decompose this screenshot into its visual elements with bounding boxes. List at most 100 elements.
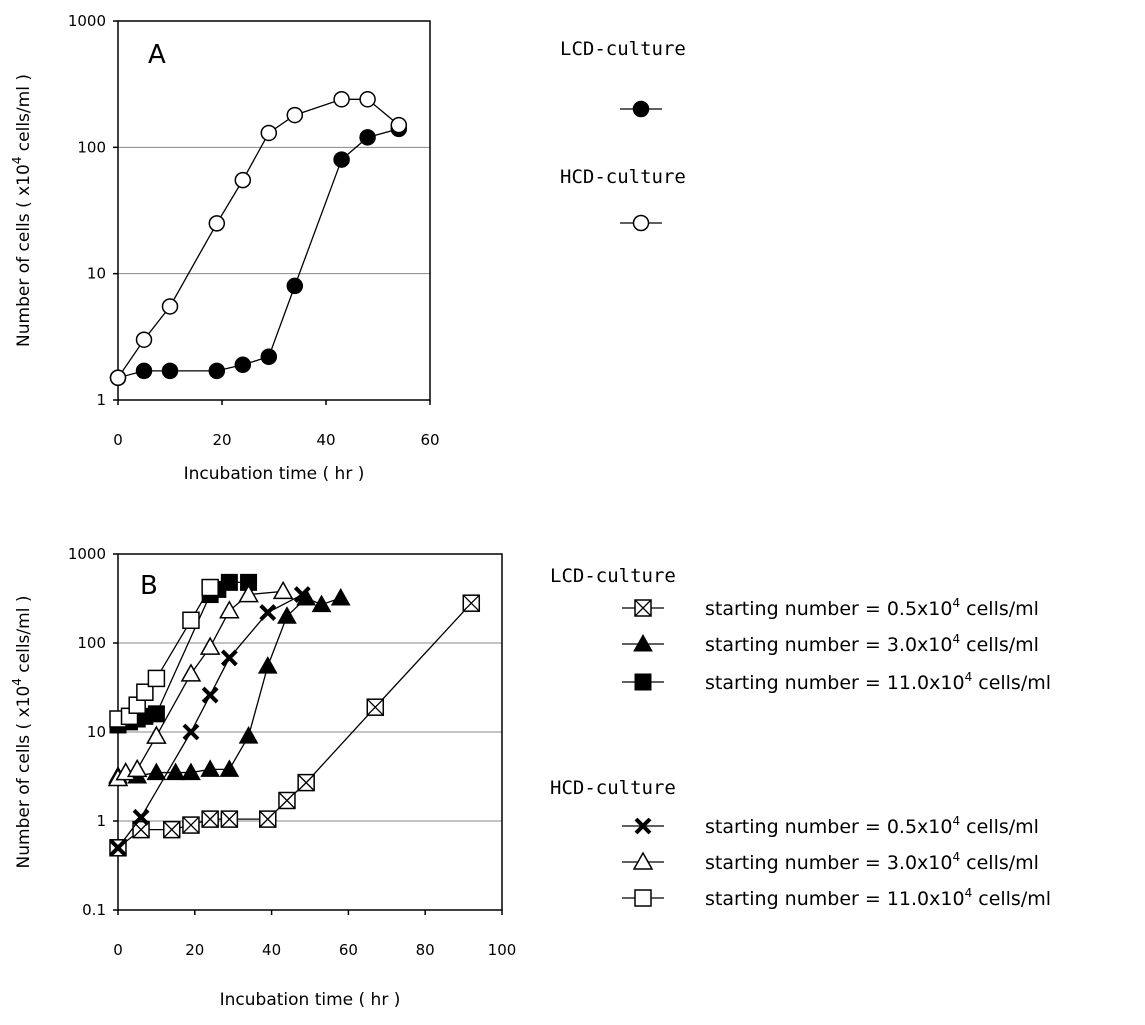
chart-panel-a: 1 10 100 1000 0 20 40 60 Incubation time ( hr ) N… — [10, 12, 686, 484]
y-tick-label: 1000 — [68, 12, 106, 30]
x-tick-label: 20 — [185, 941, 204, 959]
legend-entry: starting number = 11.0x104 cells/ml — [622, 670, 1051, 694]
legend-label: starting number = 0.5x104 cells/ml — [705, 814, 1039, 838]
y-tick-label: 1 — [96, 812, 106, 830]
data-point — [257, 656, 278, 674]
series-5 — [109, 578, 219, 728]
data-point — [278, 791, 296, 810]
legend: LCD-culture HCD-culture — [560, 38, 686, 232]
data-point — [277, 606, 297, 624]
legend-marker — [633, 633, 653, 652]
legend-marker — [632, 851, 654, 870]
data-point — [147, 669, 166, 688]
data-point — [182, 723, 200, 741]
x-tick-label: 60 — [420, 431, 439, 449]
data-point — [182, 611, 200, 630]
data-point — [333, 151, 350, 168]
y-tick-label: 100 — [77, 138, 106, 156]
data-point — [297, 773, 315, 792]
legend-marker — [634, 599, 652, 617]
data-point — [333, 91, 350, 108]
series-line — [117, 602, 472, 849]
data-point — [220, 573, 238, 591]
data-point — [182, 816, 200, 834]
data-point — [220, 649, 238, 667]
data-point — [147, 705, 165, 723]
legend-marker — [634, 817, 652, 835]
data-point — [330, 588, 351, 606]
data-point — [199, 636, 221, 655]
y-tick-label: 10 — [87, 723, 106, 741]
x-tick-label: 20 — [212, 431, 231, 449]
legend-group-title: HCD-culture — [550, 777, 676, 799]
data-point — [132, 820, 150, 839]
y-axis-label: Number of cells ( x104 cells/ml ) — [10, 596, 34, 869]
data-point — [109, 369, 127, 387]
data-point — [163, 820, 181, 839]
data-point — [311, 594, 332, 613]
x-tick-label: 80 — [416, 941, 435, 959]
y-axis-label: Number of cells ( x104 cells/ml ) — [10, 74, 34, 347]
x-tick-label: 60 — [339, 941, 358, 959]
data-point — [219, 600, 240, 619]
data-point — [238, 726, 259, 744]
data-point — [238, 584, 259, 603]
y-tick-label: 100 — [77, 634, 106, 652]
data-point — [260, 124, 278, 142]
legend-entry: starting number = 11.0x104 cells/ml — [622, 886, 1051, 910]
data-point — [259, 810, 277, 828]
legend-marker — [632, 100, 650, 118]
legend-label: starting number = 11.0x104 cells/ml — [705, 886, 1051, 910]
data-point — [359, 129, 376, 146]
legend-entry: starting number = 0.5x104 cells/ml — [622, 596, 1039, 620]
series-1 — [109, 91, 408, 387]
x-tick-label: 40 — [316, 431, 335, 449]
legend-entry — [620, 214, 662, 232]
data-point — [220, 810, 239, 828]
data-point — [208, 215, 226, 232]
legend-label: starting number = 3.0x104 cells/ml — [705, 850, 1039, 874]
panel-label: B — [140, 571, 158, 601]
series-line — [117, 98, 400, 379]
legend-group-title: LCD-culture — [560, 38, 686, 60]
data-point — [146, 725, 167, 744]
legend-entry: starting number = 3.0x104 cells/ml — [622, 850, 1039, 874]
legend-marker — [634, 889, 652, 907]
data-point — [136, 683, 154, 701]
x-axis-label: Incubation time ( hr ) — [184, 464, 365, 484]
data-point — [161, 298, 179, 315]
plot-frame — [117, 20, 431, 401]
data-point — [259, 604, 277, 621]
legend: LCD-culture starting number = 0.5x104 cel… — [550, 565, 1051, 910]
data-point — [293, 586, 311, 603]
data-point — [286, 277, 304, 295]
data-point — [146, 762, 167, 781]
data-point — [201, 578, 219, 597]
data-point — [200, 759, 221, 777]
data-point — [208, 362, 226, 380]
legend-marker — [632, 214, 650, 232]
y-tick-label: 1000 — [68, 545, 106, 563]
x-tick-label: 100 — [488, 941, 517, 959]
legend-label: starting number = 3.0x104 cells/ml — [705, 632, 1039, 656]
legend-entry: starting number = 3.0x104 cells/ml — [622, 632, 1039, 656]
y-tick-label: 1 — [96, 391, 106, 409]
x-axis-label: Incubation time ( hr ) — [220, 990, 401, 1010]
legend-marker — [634, 673, 652, 691]
data-point — [234, 356, 252, 374]
data-point — [359, 91, 376, 108]
legend-group-title: HCD-culture — [560, 166, 686, 188]
data-point — [219, 759, 240, 777]
data-point — [165, 762, 186, 781]
data-point — [390, 116, 408, 134]
legend-entry — [620, 100, 662, 118]
data-point — [201, 810, 219, 828]
x-tick-label: 0 — [113, 941, 123, 959]
series-line — [117, 128, 399, 379]
data-point — [109, 839, 127, 857]
panel-label: A — [148, 40, 166, 70]
data-point — [181, 762, 201, 781]
data-point — [462, 594, 481, 612]
data-point — [132, 808, 150, 826]
